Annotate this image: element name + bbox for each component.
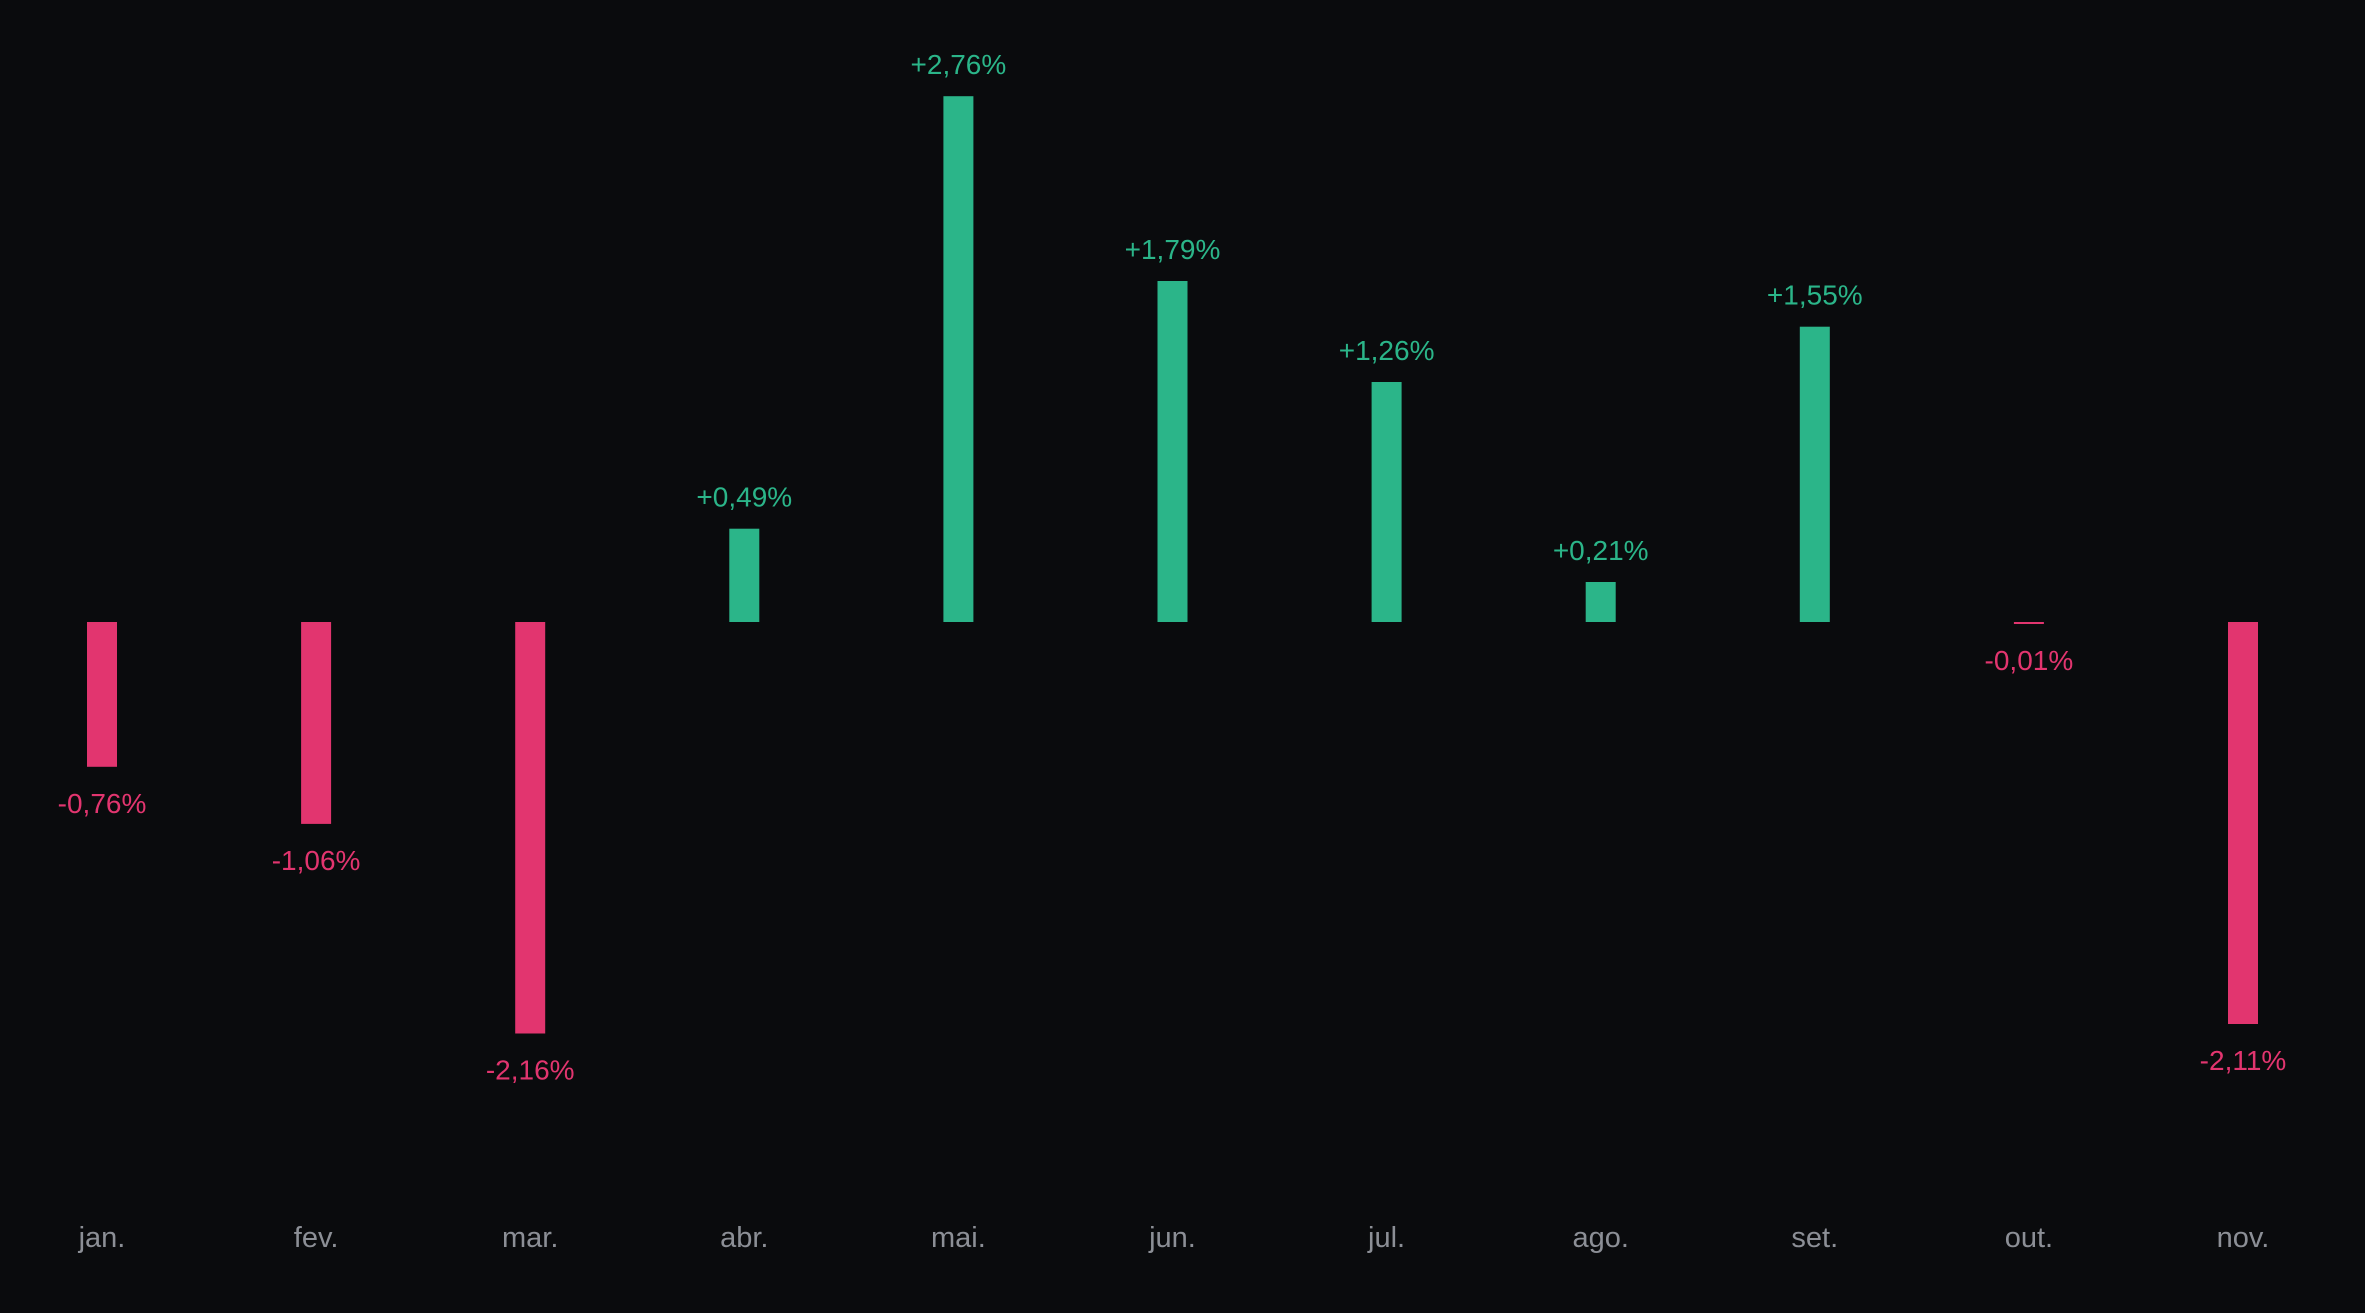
month-label-8: set. (1791, 1222, 1838, 1254)
value-label-7: +0,21% (1553, 535, 1649, 566)
month-label-9: out. (2005, 1222, 2053, 1254)
bar-6 (1371, 382, 1402, 622)
month-label-4: mai. (931, 1222, 986, 1254)
value-label-9: -0,01% (1985, 645, 2074, 676)
value-label-5: +1,79% (1125, 234, 1221, 265)
month-label-6: jul. (1367, 1222, 1405, 1254)
value-label-6: +1,26% (1339, 335, 1435, 366)
value-label-3: +0,49% (696, 482, 792, 513)
month-label-3: abr. (720, 1222, 768, 1254)
bar-1 (301, 622, 332, 824)
bar-2 (515, 622, 546, 1034)
bar-5 (1157, 281, 1188, 622)
value-label-2: -2,16% (486, 1055, 575, 1086)
bar-10 (2228, 622, 2258, 1024)
month-label-0: jan. (78, 1222, 126, 1254)
value-label-10: -2,11% (2200, 1045, 2287, 1076)
bar-0 (87, 622, 117, 767)
month-label-7: ago. (1572, 1222, 1628, 1254)
bar-3 (729, 528, 760, 622)
bar-8 (1799, 326, 1830, 622)
value-label-0: -0,76% (58, 788, 147, 819)
bar-7 (1585, 582, 1616, 622)
value-label-1: -1,06% (272, 845, 361, 876)
bar-9 (2013, 622, 2044, 624)
bar-4 (943, 96, 974, 622)
month-label-2: mar. (502, 1222, 558, 1254)
value-label-4: +2,76% (911, 49, 1007, 80)
month-label-1: fev. (294, 1222, 339, 1254)
month-label-5: jun. (1148, 1222, 1196, 1254)
value-label-8: +1,55% (1767, 280, 1863, 311)
month-label-10: nov. (2217, 1222, 2270, 1254)
